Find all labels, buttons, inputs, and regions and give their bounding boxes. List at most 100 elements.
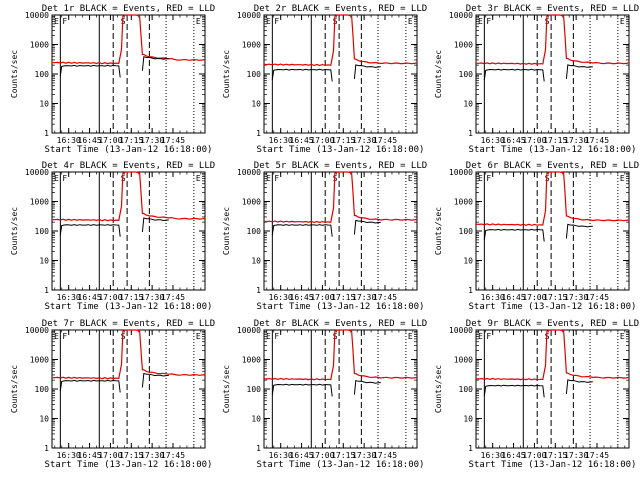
y-tick-label: 10 <box>39 257 49 266</box>
event-marker-label: E <box>54 332 59 341</box>
event-marker-label: E <box>54 17 59 26</box>
chart-panel-3: Det 3r BLACK = Events, RED = LLD 1 10 100 10… <box>434 4 639 155</box>
x-axis-label: Start Time (13-Jan-12 16:18:00) <box>45 460 213 470</box>
events-series-line <box>271 224 333 237</box>
x-tick-label: 16:30 <box>481 293 505 302</box>
y-tick-label: 1 <box>44 129 49 138</box>
x-tick-label: 17:30 <box>140 451 164 460</box>
y-tick-label: 10000 <box>449 326 473 335</box>
event-marker-label: E <box>266 332 271 341</box>
x-tick-label: 16:45 <box>502 293 526 302</box>
chart-title: Det 3r BLACK = Events, RED = LLD <box>466 4 639 14</box>
y-tick-label: 1000 <box>242 198 261 207</box>
event-marker-label: E <box>478 17 483 26</box>
x-tick-label: 16:30 <box>57 136 81 145</box>
y-tick-label: 100 <box>247 227 262 236</box>
event-marker-label: E <box>408 174 413 183</box>
x-tick-label: 16:45 <box>78 293 102 302</box>
plot-frame <box>51 14 206 134</box>
x-tick-label: 16:30 <box>269 136 293 145</box>
events-series-line <box>353 219 381 235</box>
x-tick-label: 17:15 <box>119 451 143 460</box>
x-tick-label: 17:45 <box>373 136 397 145</box>
x-axis-label: Start Time (13-Jan-12 16:18:00) <box>257 145 425 155</box>
event-marker-label: E <box>196 17 201 26</box>
x-tick-label: 16:45 <box>290 136 314 145</box>
events-series-line <box>141 372 169 388</box>
y-tick-label: 10 <box>463 415 473 424</box>
x-tick-label: 17:00 <box>522 136 546 145</box>
y-tick-label: 10000 <box>449 168 473 177</box>
events-series-line <box>353 379 381 395</box>
event-marker-label: F <box>486 174 491 183</box>
y-tick-label: 1 <box>256 444 261 453</box>
y-tick-label: 100 <box>459 70 474 79</box>
y-tick-label: 10000 <box>25 11 49 20</box>
event-marker-label: F <box>62 17 67 26</box>
x-tick-label: 17:30 <box>140 293 164 302</box>
x-tick-label: 17:00 <box>98 451 122 460</box>
chart-panel-5: Det 5r BLACK = Events, RED = LLD 1 10 100 10… <box>222 161 427 312</box>
x-tick-label: 17:15 <box>331 293 355 302</box>
y-tick-label: 1 <box>44 286 49 295</box>
x-tick-label: 17:45 <box>585 293 609 302</box>
x-tick-label: 17:45 <box>161 293 185 302</box>
chart-title: Det 5r BLACK = Events, RED = LLD <box>254 161 427 171</box>
event-marker-label: F <box>486 332 491 341</box>
y-tick-label: 10000 <box>237 326 261 335</box>
x-tick-label: 16:45 <box>290 451 314 460</box>
events-series-line <box>59 379 121 393</box>
x-axis-label: Start Time (13-Jan-12 16:18:00) <box>257 460 425 470</box>
x-tick-label: 16:30 <box>481 136 505 145</box>
event-marker-label: E <box>620 332 625 341</box>
plot-frame <box>475 329 630 449</box>
chart-title: Det 6r BLACK = Events, RED = LLD <box>466 161 639 171</box>
y-tick-label: 10000 <box>449 11 473 20</box>
x-tick-label: 17:00 <box>310 136 334 145</box>
lld-series-line <box>51 329 206 380</box>
x-axis-label: Start Time (13-Jan-12 16:18:00) <box>469 460 637 470</box>
events-series-line <box>483 68 545 82</box>
y-tick-label: 1000 <box>454 198 473 207</box>
y-tick-label: 1000 <box>242 41 261 50</box>
x-tick-label: 17:30 <box>564 136 588 145</box>
x-axis-label: Start Time (13-Jan-12 16:18:00) <box>469 145 637 155</box>
lld-series-line <box>475 14 630 65</box>
x-tick-label: 17:00 <box>522 293 546 302</box>
y-tick-label: 1 <box>468 129 473 138</box>
x-tick-label: 17:45 <box>373 451 397 460</box>
x-tick-label: 16:45 <box>502 136 526 145</box>
events-series-line <box>565 379 593 394</box>
x-tick-label: 17:30 <box>140 136 164 145</box>
chart-panel-1: Det 1r BLACK = Events, RED = LLD 1 10 100 10… <box>10 4 215 155</box>
chart-title: Det 4r BLACK = Events, RED = LLD <box>42 161 215 171</box>
y-tick-label: 10 <box>251 257 261 266</box>
x-axis-label: Start Time (13-Jan-12 16:18:00) <box>45 302 213 312</box>
y-axis-label: Counts/sec <box>222 365 231 413</box>
x-axis-label: Start Time (13-Jan-12 16:18:00) <box>45 145 213 155</box>
event-marker-label: E <box>620 174 625 183</box>
lld-series-line <box>51 171 206 222</box>
y-tick-label: 10 <box>251 415 261 424</box>
y-tick-label: 1000 <box>30 41 49 50</box>
x-tick-label: 17:45 <box>585 136 609 145</box>
y-tick-label: 100 <box>35 227 50 236</box>
y-tick-label: 1000 <box>30 356 49 365</box>
y-tick-label: 100 <box>35 70 50 79</box>
plot-frame <box>263 171 418 291</box>
events-series-line <box>271 383 333 397</box>
y-tick-label: 10000 <box>25 168 49 177</box>
event-marker-label: E <box>478 174 483 183</box>
y-axis-label: Counts/sec <box>222 50 231 98</box>
x-tick-label: 16:30 <box>481 451 505 460</box>
y-tick-label: 100 <box>459 385 474 394</box>
lld-series-line <box>263 14 418 67</box>
x-tick-label: 16:45 <box>78 451 102 460</box>
events-series-line <box>565 223 593 239</box>
x-tick-label: 17:30 <box>352 293 376 302</box>
events-series-line <box>59 224 121 237</box>
y-tick-label: 100 <box>35 385 50 394</box>
y-axis-label: Counts/sec <box>434 207 443 255</box>
x-tick-label: 16:30 <box>269 293 293 302</box>
chart-title: Det 7r BLACK = Events, RED = LLD <box>42 319 215 329</box>
